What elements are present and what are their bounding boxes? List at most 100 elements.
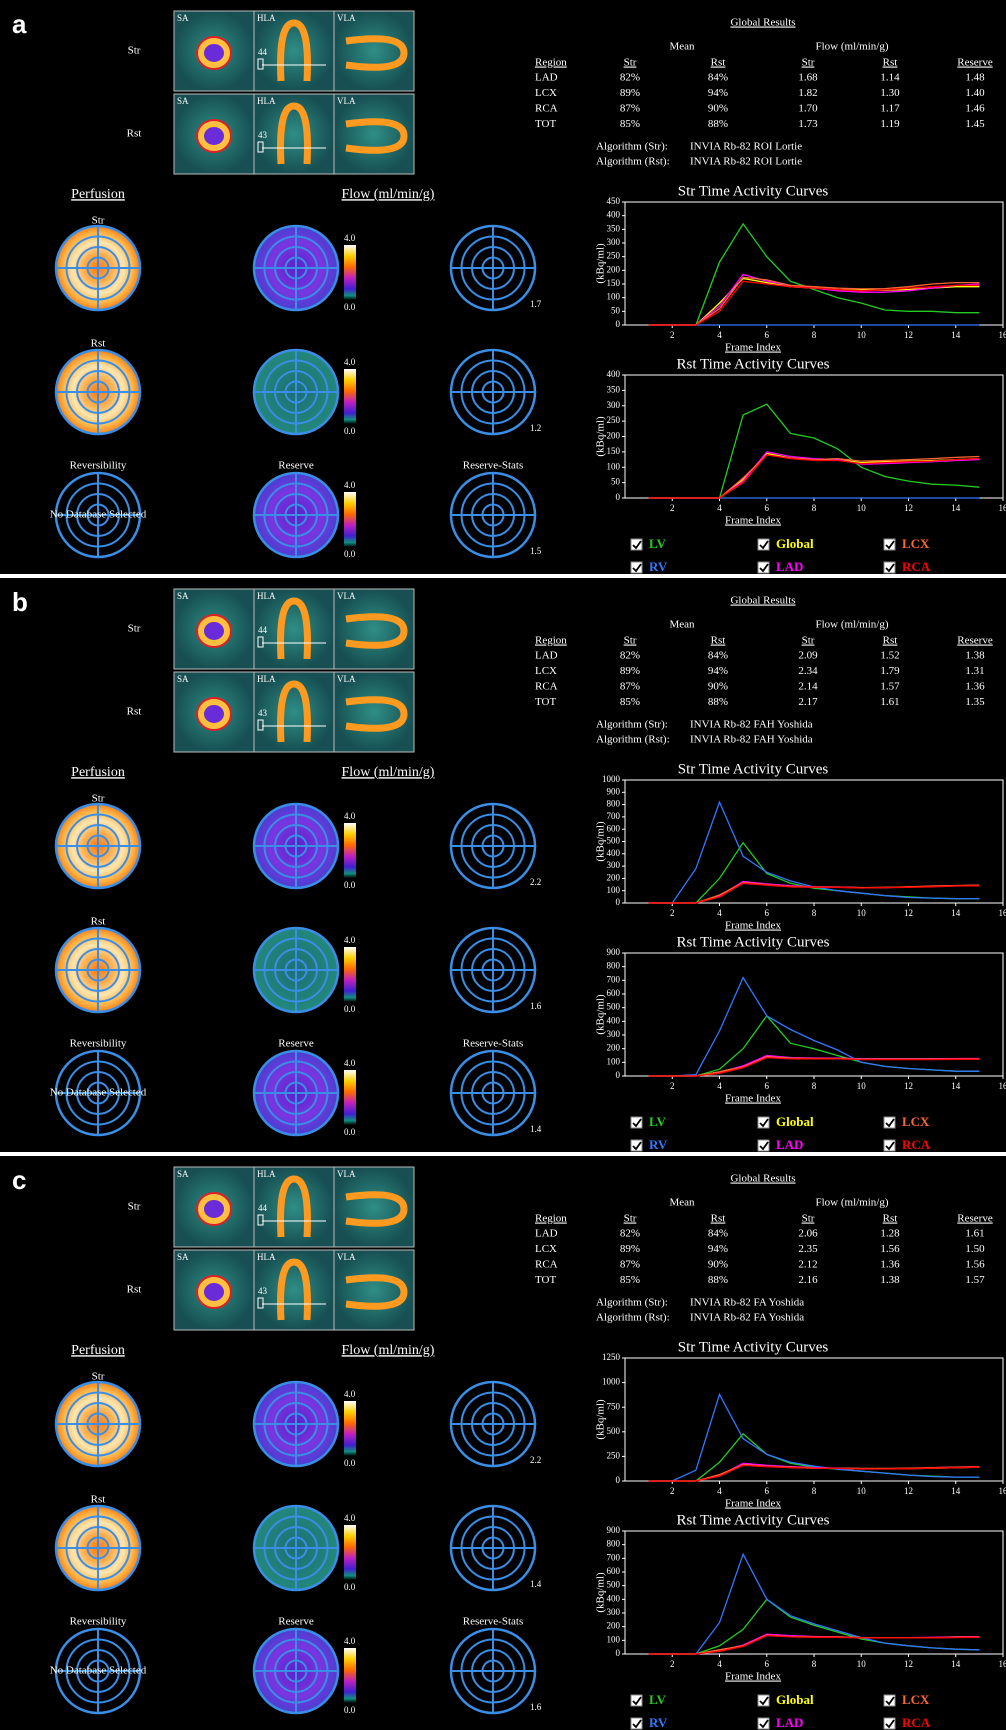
group-header: Mean bbox=[669, 1197, 695, 1209]
table-cell: 89% bbox=[620, 1243, 640, 1255]
x-axis-label: Frame Index bbox=[725, 920, 781, 932]
y-tick-label: 150 bbox=[607, 278, 621, 288]
y-tick-label: 0 bbox=[616, 1070, 621, 1080]
y-tick-label: 300 bbox=[607, 1029, 621, 1039]
x-tick-label: 14 bbox=[951, 330, 961, 340]
y-tick-label: 250 bbox=[607, 1450, 621, 1460]
y-tick-label: 100 bbox=[607, 885, 621, 895]
y-tick-label: 100 bbox=[607, 461, 621, 471]
section-heading: Perfusion bbox=[71, 765, 125, 780]
y-tick-label: 400 bbox=[607, 369, 621, 379]
column-header: Str bbox=[624, 1213, 637, 1225]
colorbar-min: 0.0 bbox=[344, 1582, 356, 1592]
algorithm-label: Algorithm (Rst): bbox=[596, 734, 670, 746]
map-label: Str bbox=[92, 215, 105, 227]
column-header: Str bbox=[624, 57, 637, 69]
table-cell: 1.82 bbox=[798, 87, 817, 99]
legend-label: LAD bbox=[776, 1715, 803, 1730]
y-tick-label: 300 bbox=[607, 860, 621, 870]
y-tick-label: 350 bbox=[607, 223, 621, 233]
y-tick-label: 1000 bbox=[602, 774, 621, 784]
table-cell: 84% bbox=[708, 650, 728, 662]
y-tick-label: 100 bbox=[607, 1056, 621, 1066]
x-tick-label: 16 bbox=[999, 503, 1006, 513]
panel: bStrSAHLA44VLARstSAHLA43VLAGlobal Result… bbox=[0, 578, 1006, 1152]
y-tick-label: 500 bbox=[607, 1002, 621, 1012]
view-label: HLA bbox=[257, 591, 276, 601]
table-cell: 1.50 bbox=[965, 1243, 985, 1255]
view-label: VLA bbox=[337, 96, 356, 106]
stat-value: 1.4 bbox=[530, 1124, 542, 1134]
colorbar-max: 4.0 bbox=[344, 1513, 356, 1523]
x-tick-label: 16 bbox=[999, 1659, 1006, 1669]
map-label: Reversibility bbox=[70, 460, 127, 472]
row-label: Rst bbox=[127, 128, 142, 140]
table-cell: 89% bbox=[620, 665, 640, 677]
results-title: Global Results bbox=[730, 17, 795, 29]
column-header: Region bbox=[535, 1213, 567, 1225]
y-tick-label: 800 bbox=[607, 961, 621, 971]
x-tick-label: 4 bbox=[717, 1659, 722, 1669]
column-header: Str bbox=[802, 57, 815, 69]
chart-title: Str Time Activity Curves bbox=[678, 761, 829, 777]
y-tick-label: 0 bbox=[616, 492, 621, 502]
table-cell: 1.61 bbox=[880, 696, 899, 708]
legend-label: LAD bbox=[776, 1137, 803, 1152]
table-cell: 94% bbox=[708, 87, 728, 99]
table-cell: 1.38 bbox=[880, 1274, 900, 1286]
column-header: Rst bbox=[883, 635, 898, 647]
table-cell: RCA bbox=[535, 103, 558, 115]
x-tick-label: 14 bbox=[951, 1081, 961, 1091]
map-label: Reserve bbox=[278, 1616, 314, 1628]
map-label: Reserve-Stats bbox=[463, 460, 523, 472]
algorithm-label: Algorithm (Str): bbox=[596, 1297, 668, 1309]
table-cell: 1.57 bbox=[965, 1274, 985, 1286]
table-cell: 88% bbox=[708, 1274, 728, 1286]
map-label: Rst bbox=[91, 916, 106, 928]
section-heading: Flow (ml/min/g) bbox=[342, 765, 435, 780]
colorbar-min: 0.0 bbox=[344, 549, 356, 559]
y-axis-label: (kBq/ml) bbox=[595, 416, 607, 457]
y-tick-label: 800 bbox=[607, 799, 621, 809]
table-cell: 84% bbox=[708, 1228, 728, 1240]
colorbar-max: 4.0 bbox=[344, 935, 356, 945]
table-cell: 1.30 bbox=[880, 87, 900, 99]
chart-title: Rst Time Activity Curves bbox=[677, 1512, 830, 1528]
view-label: HLA bbox=[257, 1252, 276, 1262]
chart-title: Str Time Activity Curves bbox=[678, 1339, 829, 1355]
colorbar-max: 4.0 bbox=[344, 233, 356, 243]
algorithm-label: Algorithm (Rst): bbox=[596, 156, 670, 168]
table-cell: RCA bbox=[535, 1259, 558, 1271]
x-tick-label: 8 bbox=[812, 908, 817, 918]
y-tick-label: 200 bbox=[607, 872, 621, 882]
legend-label: LV bbox=[649, 1114, 666, 1129]
table-cell: 87% bbox=[620, 1259, 640, 1271]
x-tick-label: 4 bbox=[717, 1081, 722, 1091]
table-cell: LCX bbox=[535, 87, 557, 99]
map-label: Reversibility bbox=[70, 1038, 127, 1050]
x-tick-label: 14 bbox=[951, 1659, 961, 1669]
y-tick-label: 800 bbox=[607, 1539, 621, 1549]
chart-title: Rst Time Activity Curves bbox=[677, 934, 830, 950]
colorbar bbox=[344, 492, 356, 547]
view-label: VLA bbox=[337, 591, 356, 601]
x-tick-label: 6 bbox=[765, 1081, 770, 1091]
column-header: Rst bbox=[711, 1213, 726, 1225]
algorithm-label: Algorithm (Str): bbox=[596, 141, 668, 153]
table-cell: 88% bbox=[708, 696, 728, 708]
table-cell: 90% bbox=[708, 103, 728, 115]
legend-label: Global bbox=[776, 536, 814, 551]
y-tick-label: 200 bbox=[607, 431, 621, 441]
x-tick-label: 8 bbox=[812, 1081, 817, 1091]
y-tick-label: 600 bbox=[607, 1566, 621, 1576]
legend-label: LAD bbox=[776, 559, 803, 574]
table-cell: 2.06 bbox=[798, 1228, 818, 1240]
stat-value: 1.6 bbox=[530, 1702, 542, 1712]
table-cell: 90% bbox=[708, 681, 728, 693]
algorithm-value: INVIA Rb-82 FA Yoshida bbox=[690, 1297, 804, 1309]
colorbar-max: 4.0 bbox=[344, 480, 356, 490]
table-cell: 1.46 bbox=[965, 103, 985, 115]
table-cell: 1.14 bbox=[880, 72, 900, 84]
x-tick-label: 12 bbox=[904, 1081, 913, 1091]
algorithm-value: INVIA Rb-82 ROI Lortie bbox=[690, 156, 802, 168]
